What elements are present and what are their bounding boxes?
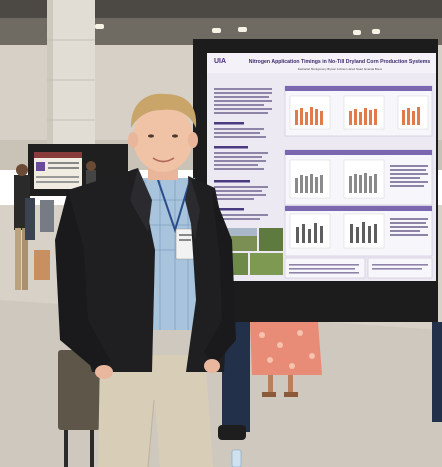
presenter [55,93,236,467]
ceiling-lights [95,24,380,35]
poster-logo: UIA [214,58,227,65]
chair [58,350,100,430]
water-bottle [231,449,242,467]
poster-chart-panels [284,85,433,279]
background-person-floral-dress [250,322,322,397]
poster-authors: Zachariah Montgomery Bryson Johnson Jare… [297,67,383,71]
poster-text-column [214,88,272,220]
poster-title: Nitrogen Application Timings in No-Till … [248,59,431,65]
